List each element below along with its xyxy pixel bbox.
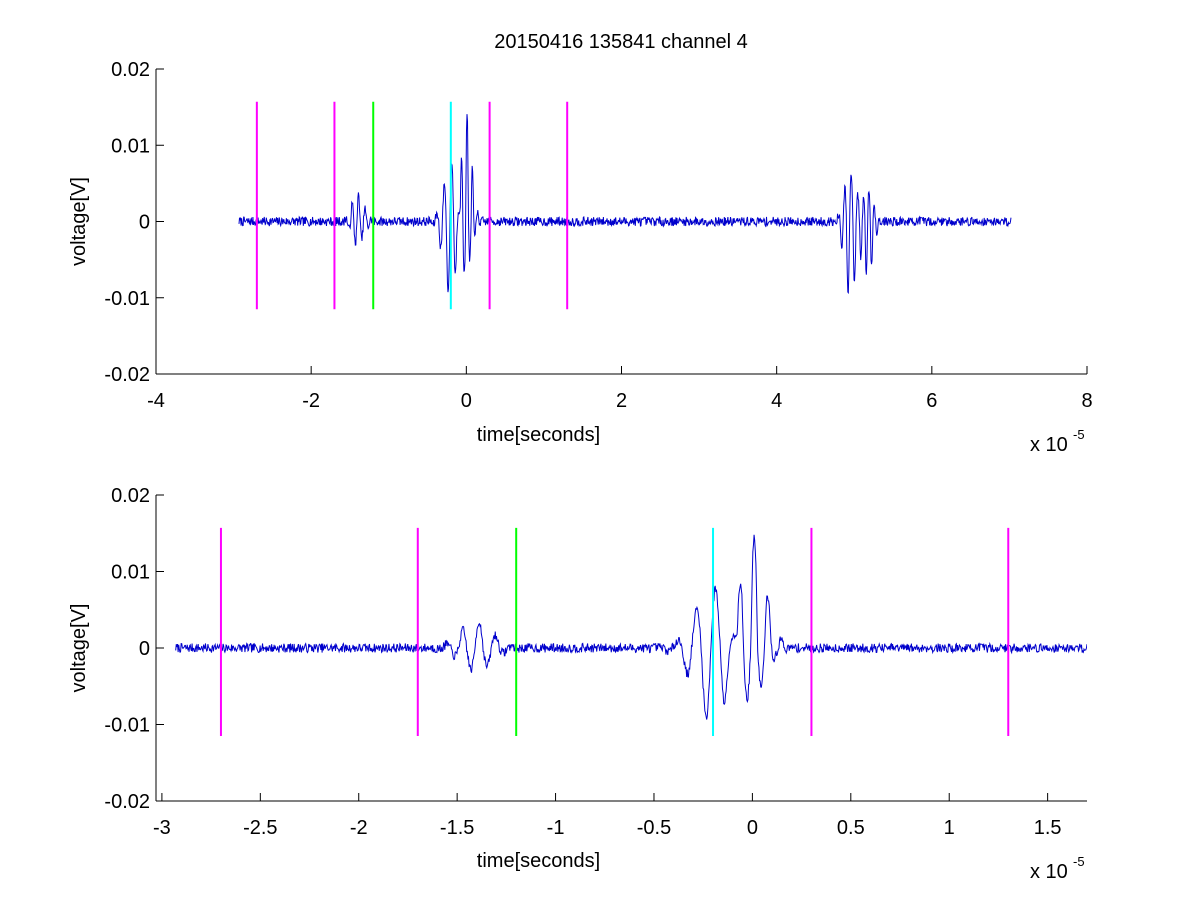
x-exponent-power: -5 bbox=[1073, 854, 1085, 869]
x-exponent-label: x 10 bbox=[1030, 861, 1068, 883]
x-axis-label: time[seconds] bbox=[477, 424, 600, 446]
x-tick-label: 8 bbox=[1081, 390, 1092, 412]
x-tick-label: 0 bbox=[747, 817, 758, 839]
x-tick-label: -3 bbox=[153, 817, 171, 839]
x-tick-label: -4 bbox=[147, 390, 165, 412]
x-tick-label: 4 bbox=[771, 390, 782, 412]
x-exponent-label: x 10 bbox=[1030, 434, 1068, 456]
y-tick-label: 0 bbox=[139, 212, 150, 234]
plot-data bbox=[238, 101, 1012, 310]
x-tick-label: -2.5 bbox=[243, 817, 277, 839]
x-tick-label: 6 bbox=[926, 390, 937, 412]
y-tick-label: 0 bbox=[139, 638, 150, 660]
x-axis-label: time[seconds] bbox=[477, 850, 600, 872]
x-tick-label: -2 bbox=[350, 817, 368, 839]
y-tick-label: 0.02 bbox=[111, 59, 150, 81]
y-tick-label: 0.02 bbox=[111, 485, 150, 507]
x-tick-label: -1 bbox=[547, 817, 565, 839]
voltage-trace bbox=[175, 534, 1087, 720]
y-tick-label: 0.01 bbox=[111, 135, 150, 157]
x-tick-label: 1.5 bbox=[1034, 817, 1062, 839]
y-tick-label: -0.01 bbox=[104, 288, 150, 310]
x-tick-label: 1 bbox=[944, 817, 955, 839]
plot-data bbox=[175, 527, 1087, 736]
bottom-plot: -0.02 -0.01 0 0.01 0.02 -3 -2.5 -2 -1.5 -1 -0.5 0 0.… bbox=[68, 485, 1087, 883]
top-plot: -0.02 -0.01 0 0.01 0.02 -4 -2 0 2 4 6 8 time[seconds… bbox=[68, 59, 1093, 456]
x-tick-label: -1.5 bbox=[440, 817, 474, 839]
x-tick-label: -0.5 bbox=[637, 817, 671, 839]
figure-title: 20150416 135841 channel 4 bbox=[494, 31, 748, 53]
voltage-trace bbox=[238, 114, 1012, 295]
y-tick-label: 0.01 bbox=[111, 562, 150, 584]
x-exponent-power: -5 bbox=[1073, 427, 1085, 442]
x-tick-label: 0 bbox=[461, 390, 472, 412]
x-tick-label: 2 bbox=[616, 390, 627, 412]
y-axis-label: voltage[V] bbox=[68, 604, 90, 693]
y-tick-label: -0.02 bbox=[104, 364, 150, 386]
y-axis-label: voltage[V] bbox=[68, 177, 90, 266]
x-tick-label: 0.5 bbox=[837, 817, 865, 839]
x-tick-label: -2 bbox=[302, 390, 320, 412]
y-tick-label: -0.01 bbox=[104, 715, 150, 737]
y-tick-label: -0.02 bbox=[104, 791, 150, 813]
